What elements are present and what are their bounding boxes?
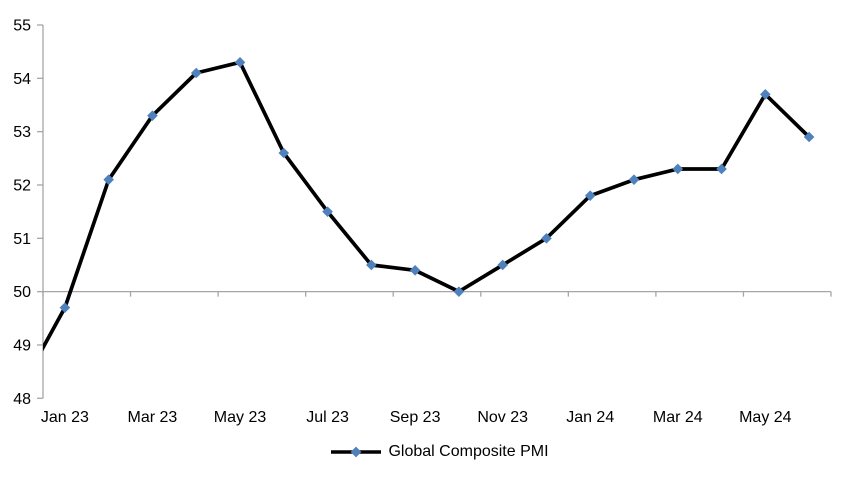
- data-point-marker: [409, 265, 421, 276]
- y-axis-tick-label: 55: [13, 18, 31, 35]
- y-axis-tick-label: 48: [13, 391, 31, 408]
- x-axis-tick-label: Mar 23: [128, 409, 178, 426]
- data-point-marker: [628, 174, 640, 185]
- x-axis-tick-label: Jul 23: [306, 409, 349, 426]
- data-point-marker: [322, 206, 333, 217]
- x-axis-tick-label: Jan 24: [566, 409, 614, 426]
- data-point-marker: [147, 110, 158, 121]
- data-point-marker: [59, 302, 71, 313]
- x-axis-tick-label: May 24: [739, 409, 792, 426]
- data-point-marker: [366, 259, 377, 271]
- x-axis-tick-label: Sep 23: [390, 409, 441, 426]
- data-point-marker: [190, 67, 202, 79]
- data-point-marker: [716, 163, 727, 175]
- data-point-marker: [584, 190, 596, 201]
- legend-label: Global Composite PMI: [388, 443, 549, 460]
- x-axis-tick-label: Jan 23: [41, 409, 89, 426]
- data-point-marker: [803, 131, 815, 143]
- x-axis-tick-label: Nov 23: [477, 409, 528, 426]
- y-axis-tick-label: 53: [13, 124, 31, 141]
- data-point-marker: [497, 259, 508, 271]
- y-axis-tick-label: 49: [13, 337, 31, 354]
- data-point-marker: [103, 174, 114, 185]
- data-point-marker: [760, 89, 771, 100]
- y-axis-tick-label: 50: [13, 284, 31, 301]
- x-axis-tick-label: Mar 24: [653, 409, 703, 426]
- y-axis-tick-label: 52: [13, 177, 31, 194]
- y-axis-tick-label: 54: [13, 71, 31, 88]
- data-point-marker: [453, 286, 465, 297]
- pmi-series-line: [43, 60, 811, 352]
- chart-legend: Global Composite PMI: [14, 441, 852, 463]
- y-axis-tick-label: 51: [13, 231, 31, 248]
- data-point-marker: [541, 233, 552, 244]
- data-point-marker: [234, 57, 246, 68]
- legend-line-marker-icon: [331, 446, 382, 458]
- data-point-marker: [672, 163, 684, 175]
- data-point-marker: [278, 147, 290, 159]
- x-axis-tick-label: May 23: [214, 409, 267, 426]
